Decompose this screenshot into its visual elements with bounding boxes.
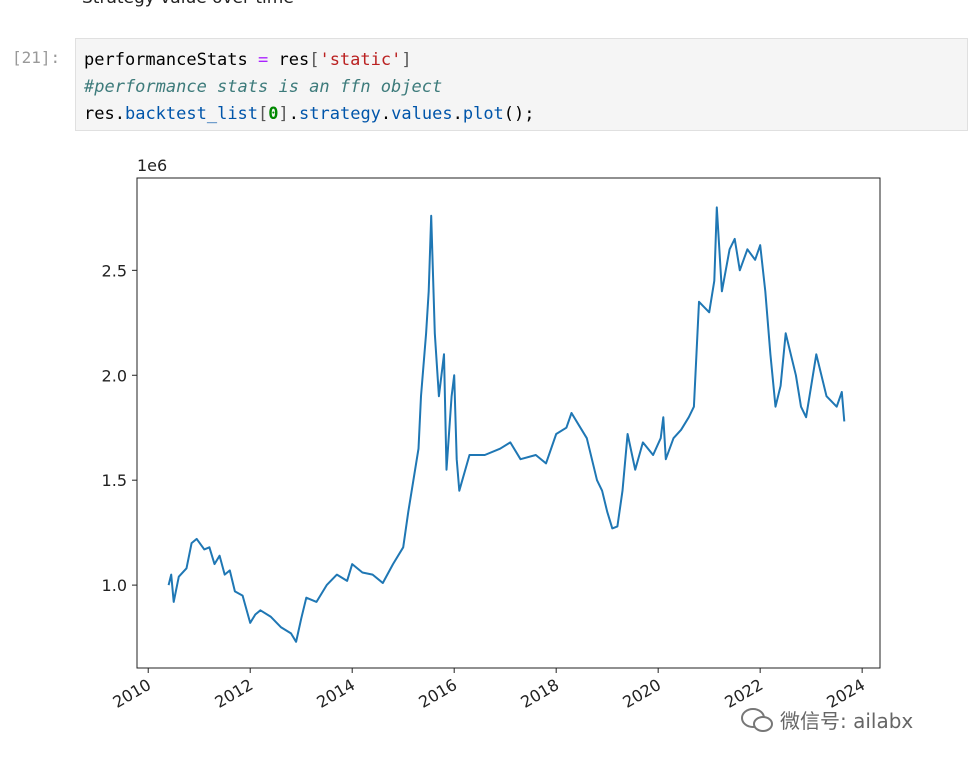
- x-tick-label: 2020: [619, 675, 664, 712]
- code-token: 'static': [319, 50, 402, 70]
- code-token: #performance stats is an ffn object: [84, 77, 443, 97]
- code-token: .: [452, 104, 463, 124]
- code-token: [: [309, 50, 320, 70]
- code-token: performanceStats: [84, 50, 258, 70]
- code-token: plot: [462, 104, 504, 124]
- code-token: res: [268, 50, 310, 70]
- code-token: res: [84, 104, 115, 124]
- y-offset-label: 1e6: [137, 156, 167, 175]
- x-tick-label: 2016: [415, 675, 460, 712]
- code-line: performanceStats = res['static']: [84, 47, 967, 74]
- code-token: strategy: [299, 104, 381, 124]
- y-tick-label: 1.0: [102, 576, 127, 595]
- line-series: [167, 206, 846, 643]
- cell-prompt: [21]:: [12, 48, 61, 67]
- x-tick-label: 2018: [517, 675, 562, 712]
- code-cell[interactable]: performanceStats = res['static'] #perform…: [75, 38, 968, 131]
- code-line: #performance stats is an ffn object: [84, 74, 967, 101]
- code-token: .: [288, 104, 300, 124]
- watermark-text: 微信号: ailabx: [780, 709, 914, 733]
- code-line: res.backtest_list[0].strategy.values.plo…: [84, 101, 967, 128]
- y-tick-label: 2.0: [102, 366, 127, 385]
- code-token: .: [114, 104, 125, 124]
- y-tick-label: 2.5: [102, 261, 127, 280]
- x-tick-label: 2014: [313, 675, 358, 712]
- code-token: =: [258, 50, 269, 70]
- plot-frame: [136, 177, 881, 669]
- code-token: ();: [503, 104, 535, 124]
- code-token: ]: [278, 104, 289, 124]
- x-tick-label: 2012: [211, 675, 256, 712]
- code-token: .: [380, 104, 392, 124]
- y-tick-label: 1.5: [102, 471, 127, 490]
- watermark: 微信号: ailabx: [740, 705, 913, 734]
- code-token: ]: [401, 50, 412, 70]
- x-tick-label: 2010: [109, 675, 154, 712]
- code-token: values: [391, 104, 453, 124]
- watermark-icon: [741, 707, 773, 732]
- code-token: [: [258, 104, 269, 124]
- heading: Strategy value over time: [82, 0, 294, 8]
- code-token: 0: [268, 104, 279, 124]
- code-token: backtest_list: [124, 104, 259, 124]
